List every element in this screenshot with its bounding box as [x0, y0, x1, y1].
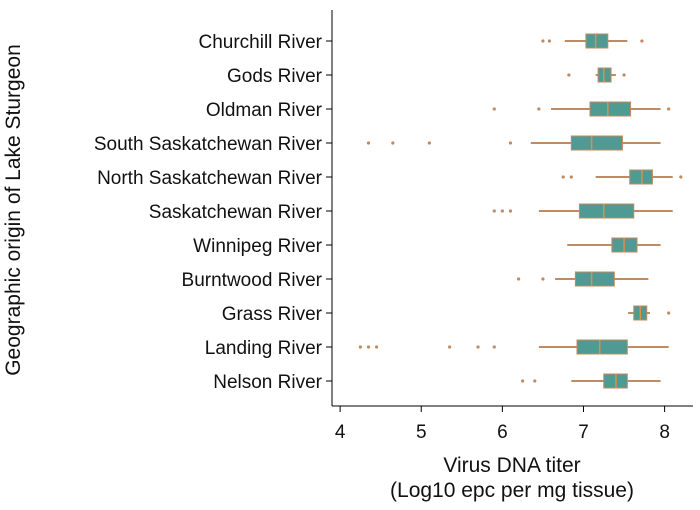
outlier [667, 311, 671, 315]
x-tick-label: 5 [416, 422, 427, 443]
outlier [492, 107, 496, 111]
outlier [500, 209, 504, 213]
x-tick-label: 8 [659, 422, 670, 443]
x-tick-label: 4 [335, 422, 346, 443]
outlier [533, 379, 537, 383]
outlier [521, 379, 525, 383]
y-tick-label: Winnipeg River [193, 236, 322, 257]
box [629, 169, 653, 185]
outlier [541, 277, 545, 281]
y-tick-label: Nelson River [213, 372, 322, 393]
outlier [679, 175, 683, 179]
outlier [476, 345, 480, 349]
y-tick-label: Churchill River [198, 32, 322, 53]
outlier [537, 107, 541, 111]
outlier [366, 141, 371, 145]
y-tick-label: Grass River [222, 304, 323, 325]
outlier [375, 345, 379, 349]
box [570, 135, 623, 151]
box [574, 271, 615, 287]
y-tick-label: Landing River [205, 338, 323, 359]
x-tick-label: 6 [497, 422, 508, 443]
box [585, 33, 609, 49]
box [576, 339, 628, 355]
outlier [547, 39, 552, 43]
y-tick-label: South Saskatchewan River [94, 134, 323, 155]
y-tick-label: Saskatchewan River [149, 202, 323, 223]
outlier [492, 345, 496, 349]
outlier [640, 39, 644, 43]
outlier [448, 345, 452, 349]
outlier [667, 107, 671, 111]
outlier [366, 345, 371, 349]
x-tick-label: 7 [578, 422, 589, 443]
outlier [516, 277, 521, 281]
outlier [358, 345, 362, 349]
y-tick-label: Burntwood River [182, 270, 323, 291]
box [589, 101, 632, 117]
y-tick-label: Gods River [227, 66, 323, 87]
outlier [567, 73, 571, 77]
x-axis-title: (Log10 epc per mg tissue) [390, 479, 634, 502]
outlier [541, 39, 545, 43]
x-axis-title: Virus DNA titer [443, 454, 580, 477]
y-axis-title: Geographic origin of Lake Sturgeon [2, 44, 25, 376]
outlier [492, 209, 496, 213]
box [597, 67, 612, 83]
outlier [508, 141, 513, 145]
y-tick-label: North Saskatchewan River [97, 168, 323, 189]
outlier [508, 209, 513, 213]
box [578, 203, 635, 219]
outlier [569, 175, 573, 179]
outlier [427, 141, 431, 145]
y-tick-label: Oldman River [206, 100, 323, 121]
outlier [391, 141, 395, 145]
outlier [622, 73, 626, 77]
outlier [561, 175, 565, 179]
